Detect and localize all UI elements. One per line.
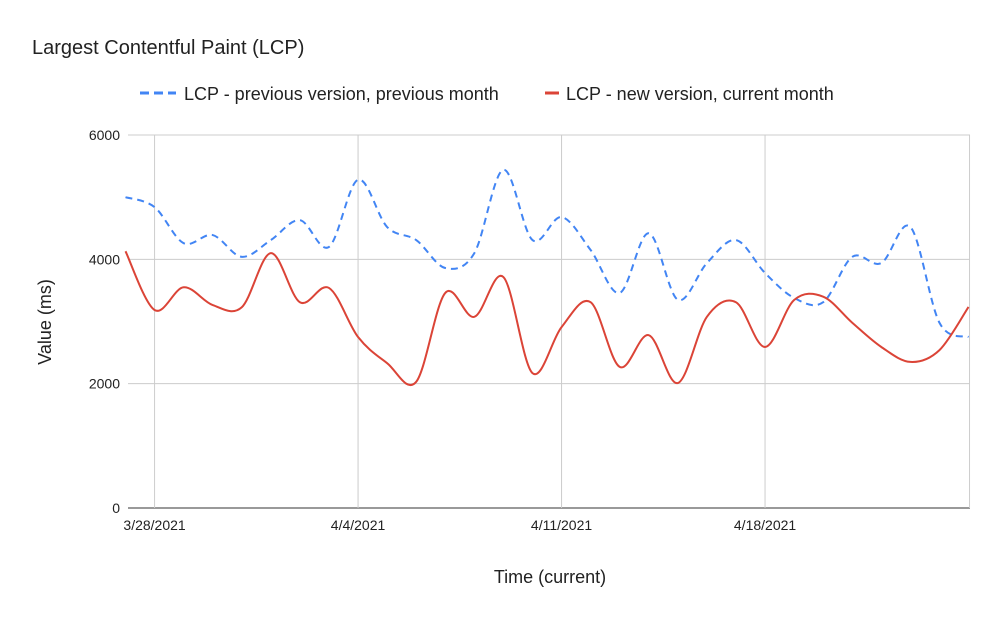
- x-tick-label: 4/11/2021: [531, 517, 592, 533]
- gridlines: [128, 134, 971, 509]
- legend: LCP - previous version, previous month L…: [140, 84, 834, 104]
- x-tick-label: 4/4/2021: [331, 517, 386, 533]
- y-tick-label: 6000: [89, 127, 120, 143]
- y-tick-labels: 0 2000 4000 6000: [89, 127, 120, 516]
- legend-label-previous: LCP - previous version, previous month: [184, 84, 499, 104]
- series-line-0: [125, 168, 969, 339]
- chart-title: Largest Contentful Paint (LCP): [32, 37, 304, 59]
- x-tick-label: 4/18/2021: [734, 517, 796, 533]
- x-axis-title: Time (current): [494, 567, 606, 587]
- series-line-1: [124, 250, 970, 386]
- y-tick-label: 4000: [89, 251, 120, 267]
- y-tick-label: 0: [112, 500, 120, 516]
- y-axis-title: Value (ms): [35, 279, 55, 365]
- legend-label-new: LCP - new version, current month: [566, 84, 834, 104]
- y-tick-label: 2000: [89, 376, 120, 392]
- series-group: [124, 168, 970, 386]
- x-tick-label: 3/28/2021: [123, 517, 185, 533]
- x-tick-labels: 3/28/2021 4/4/2021 4/11/2021 4/18/2021: [123, 517, 796, 533]
